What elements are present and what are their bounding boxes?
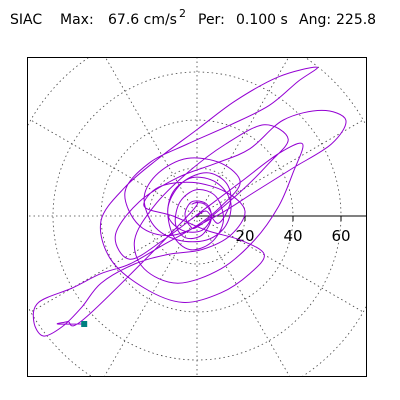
ang-label: Ang: [299, 12, 332, 28]
per-value: 0.100 s [236, 12, 288, 28]
grid-spoke [196, 215, 290, 376]
plot-frame [27, 57, 367, 377]
grid-spoke [196, 119, 364, 217]
max-value: 67.6 cm/s [108, 12, 177, 28]
station-code: SIAC [10, 12, 43, 28]
polar-grid [28, 58, 366, 376]
grid-spoke [196, 215, 364, 313]
per-label: Per: [198, 12, 225, 28]
max-unit-exponent: 2 [179, 7, 186, 20]
orbit-trace-group [32, 66, 347, 337]
ang-value: 225.8 [336, 12, 377, 28]
grid-spoke [104, 215, 198, 376]
orbit-trace [32, 66, 347, 337]
grid-spoke [196, 58, 289, 217]
radial-tick-label: 60 [331, 227, 350, 245]
max-label: Max: [60, 12, 94, 28]
radial-tick-label: 40 [283, 227, 302, 245]
grid-spoke [30, 119, 198, 217]
trace-end-marker [81, 321, 88, 327]
marker-group [81, 321, 88, 327]
orbit-header: SIAC Max: 67.6 cm/s 2 Per: 0.100 s Ang: … [10, 7, 395, 36]
grid-spoke [105, 58, 198, 217]
